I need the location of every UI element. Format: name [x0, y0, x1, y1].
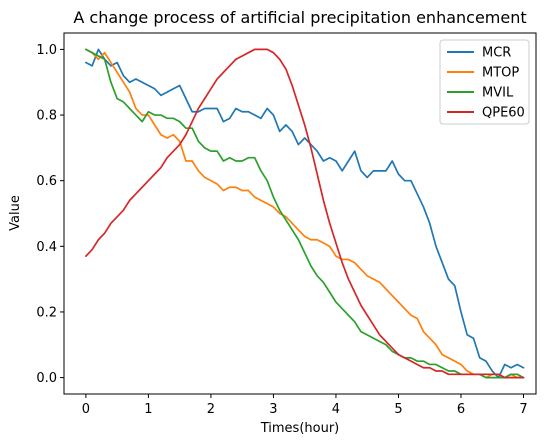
x-axis-ticks: 0 1 2 3 4 5 6 7 [82, 394, 528, 417]
series-line-mtop [85, 48, 525, 379]
legend-label-qpe60: QPE60 [482, 106, 525, 121]
y-tick-label: 0.0 [36, 371, 57, 386]
x-tick-label: 0 [82, 402, 90, 417]
y-tick-label: 0.4 [36, 240, 57, 255]
y-tick-label: 1.0 [36, 43, 57, 58]
series-layer [85, 48, 525, 379]
y-axis-ticks: 0.0 0.2 0.4 0.6 0.8 1.0 [36, 43, 64, 386]
x-tick-label: 6 [457, 402, 465, 417]
series-line-mvil [85, 48, 525, 379]
y-tick-label: 0.6 [36, 174, 57, 189]
legend-label-mtop: MTOP [482, 66, 519, 81]
x-axis-label: Times(hour) [260, 421, 340, 436]
legend-label-mcr: MCR [482, 46, 511, 61]
y-tick-label: 0.8 [36, 109, 57, 124]
x-tick-label: 5 [394, 402, 402, 417]
legend: MCR MTOP MVIL QPE60 [439, 39, 530, 125]
chart-title: A change process of artificial precipita… [73, 8, 526, 27]
y-axis-label: Value [8, 195, 23, 231]
x-tick-label: 4 [332, 402, 340, 417]
x-tick-label: 1 [144, 402, 152, 417]
legend-box [439, 39, 530, 125]
x-tick-label: 2 [207, 402, 215, 417]
plot-frame [63, 32, 537, 395]
legend-label-mvil: MVIL [482, 86, 514, 101]
series-line-mcr [85, 48, 525, 379]
series-line-qpe60 [85, 48, 525, 379]
x-tick-label: 3 [269, 402, 277, 417]
x-tick-label: 7 [519, 402, 527, 417]
y-tick-label: 0.2 [36, 305, 57, 320]
